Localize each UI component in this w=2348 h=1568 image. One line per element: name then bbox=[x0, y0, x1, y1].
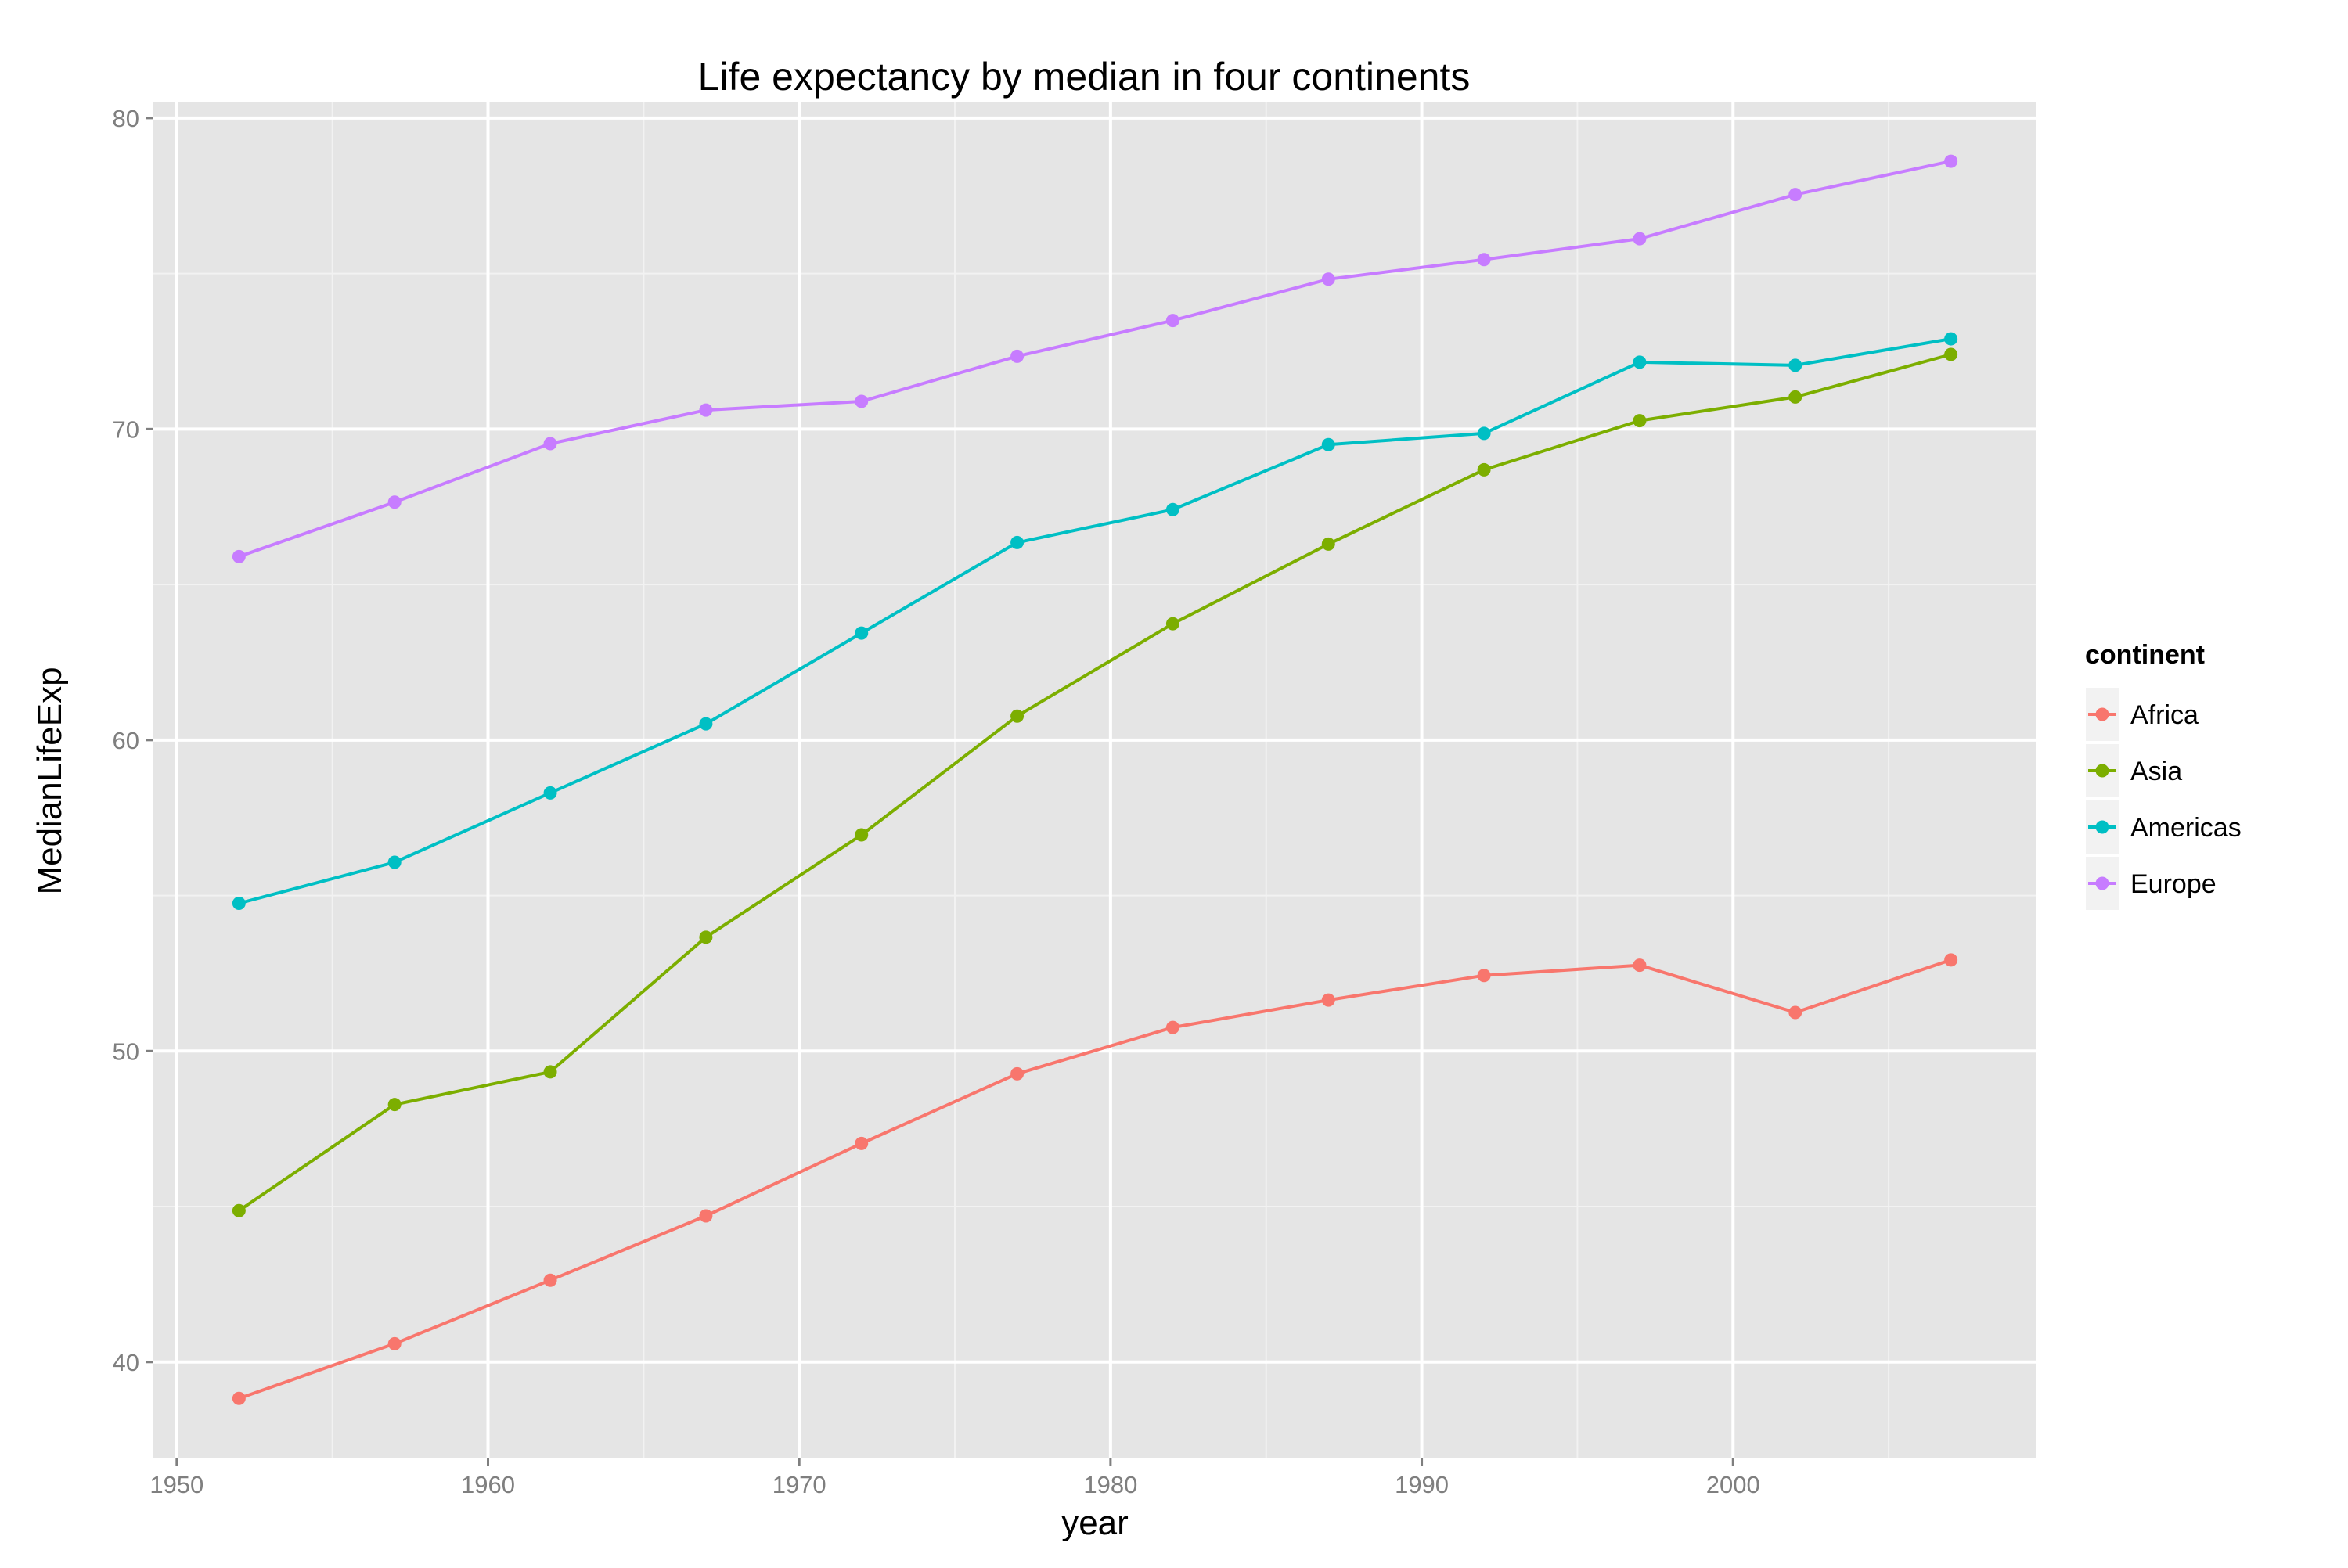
data-point-africa bbox=[387, 1336, 402, 1350]
legend-key-point-asia bbox=[2095, 764, 2109, 778]
series-line-africa bbox=[238, 958, 1952, 1401]
data-point-africa bbox=[855, 1136, 869, 1150]
plot-panel bbox=[153, 102, 2036, 1458]
data-point-americas bbox=[1633, 355, 1647, 369]
tick-labels: 1950 1960 1970 1980 1990 2000 40 50 60 70 80 bbox=[113, 105, 1760, 1498]
data-point-americas bbox=[1010, 535, 1025, 549]
series-layer bbox=[232, 154, 1958, 1405]
data-point-asia bbox=[1010, 709, 1025, 723]
data-point-asia bbox=[1321, 537, 1335, 551]
data-point-africa bbox=[699, 1209, 713, 1223]
data-point-africa bbox=[1010, 1066, 1025, 1081]
x-tick-label: 1950 bbox=[149, 1471, 203, 1498]
data-point-africa bbox=[1477, 969, 1491, 983]
data-point-africa bbox=[232, 1391, 246, 1405]
data-point-americas bbox=[387, 855, 402, 869]
data-point-asia bbox=[855, 828, 869, 842]
legend-label-americas: Americas bbox=[2130, 813, 2242, 843]
data-point-americas bbox=[543, 786, 557, 800]
data-point-asia bbox=[232, 1203, 246, 1217]
y-tick-label: 50 bbox=[113, 1038, 139, 1065]
y-tick-label: 70 bbox=[113, 415, 139, 443]
x-axis-title: year bbox=[1061, 1504, 1129, 1542]
data-point-europe bbox=[1633, 232, 1647, 246]
series-line-asia bbox=[238, 353, 1952, 1212]
legend-label-asia: Asia bbox=[2130, 757, 2182, 786]
data-point-asia bbox=[1477, 462, 1491, 477]
data-point-europe bbox=[232, 549, 246, 563]
data-point-americas bbox=[232, 897, 246, 911]
data-point-americas bbox=[1477, 426, 1491, 441]
x-tick-label: 2000 bbox=[1706, 1471, 1760, 1498]
data-point-asia bbox=[699, 930, 713, 944]
data-point-europe bbox=[543, 437, 557, 451]
data-point-europe bbox=[387, 495, 402, 509]
legend-key-point-africa bbox=[2095, 707, 2109, 721]
grid-minor bbox=[153, 102, 2036, 1458]
chart-title: Life expectancy by median in four contin… bbox=[698, 55, 1471, 99]
legend-label-europe: Europe bbox=[2130, 869, 2217, 899]
data-point-asia bbox=[1944, 347, 1958, 361]
data-point-africa bbox=[1321, 993, 1335, 1007]
data-point-africa bbox=[1788, 1005, 1802, 1020]
legend-items: Africa Asia Americas Europe bbox=[2084, 686, 2242, 912]
legend-title: continent bbox=[2085, 640, 2205, 670]
data-point-europe bbox=[1944, 154, 1958, 168]
x-tick-label: 1980 bbox=[1083, 1471, 1137, 1498]
series-line-americas bbox=[238, 337, 1951, 905]
data-point-europe bbox=[1165, 314, 1179, 328]
data-point-asia bbox=[1633, 414, 1647, 428]
data-point-asia bbox=[387, 1098, 402, 1112]
data-point-americas bbox=[1165, 502, 1179, 516]
data-point-africa bbox=[1165, 1020, 1179, 1034]
data-point-europe bbox=[1010, 349, 1025, 363]
x-tick-label: 1990 bbox=[1395, 1471, 1449, 1498]
legend: continent Africa Asia Americas Europe bbox=[2084, 640, 2242, 912]
data-point-europe bbox=[1477, 253, 1491, 267]
y-axis-title: MedianLifeExp bbox=[31, 667, 69, 894]
legend-label-africa: Africa bbox=[2130, 700, 2199, 730]
data-point-africa bbox=[1633, 958, 1647, 973]
data-point-europe bbox=[855, 394, 869, 408]
legend-key-point-europe bbox=[2095, 876, 2109, 890]
x-tick-label: 1970 bbox=[772, 1471, 826, 1498]
y-tick-label: 60 bbox=[113, 727, 139, 754]
y-tick-label: 40 bbox=[113, 1349, 139, 1376]
data-point-europe bbox=[1788, 188, 1802, 202]
data-point-europe bbox=[699, 403, 713, 417]
data-point-asia bbox=[1788, 390, 1802, 404]
axis-ticks bbox=[146, 117, 1734, 1466]
y-tick-label: 80 bbox=[113, 105, 139, 132]
data-point-americas bbox=[699, 717, 713, 731]
data-point-asia bbox=[1165, 617, 1179, 631]
data-point-americas bbox=[1321, 437, 1335, 451]
legend-key-point-americas bbox=[2095, 820, 2109, 834]
data-point-asia bbox=[543, 1065, 557, 1079]
data-point-americas bbox=[855, 626, 869, 640]
data-point-africa bbox=[543, 1273, 557, 1287]
data-point-americas bbox=[1944, 332, 1958, 346]
data-point-europe bbox=[1321, 272, 1335, 286]
data-point-americas bbox=[1788, 358, 1802, 372]
data-point-africa bbox=[1944, 953, 1958, 967]
x-tick-label: 1960 bbox=[461, 1471, 515, 1498]
series-line-europe bbox=[238, 160, 1952, 559]
